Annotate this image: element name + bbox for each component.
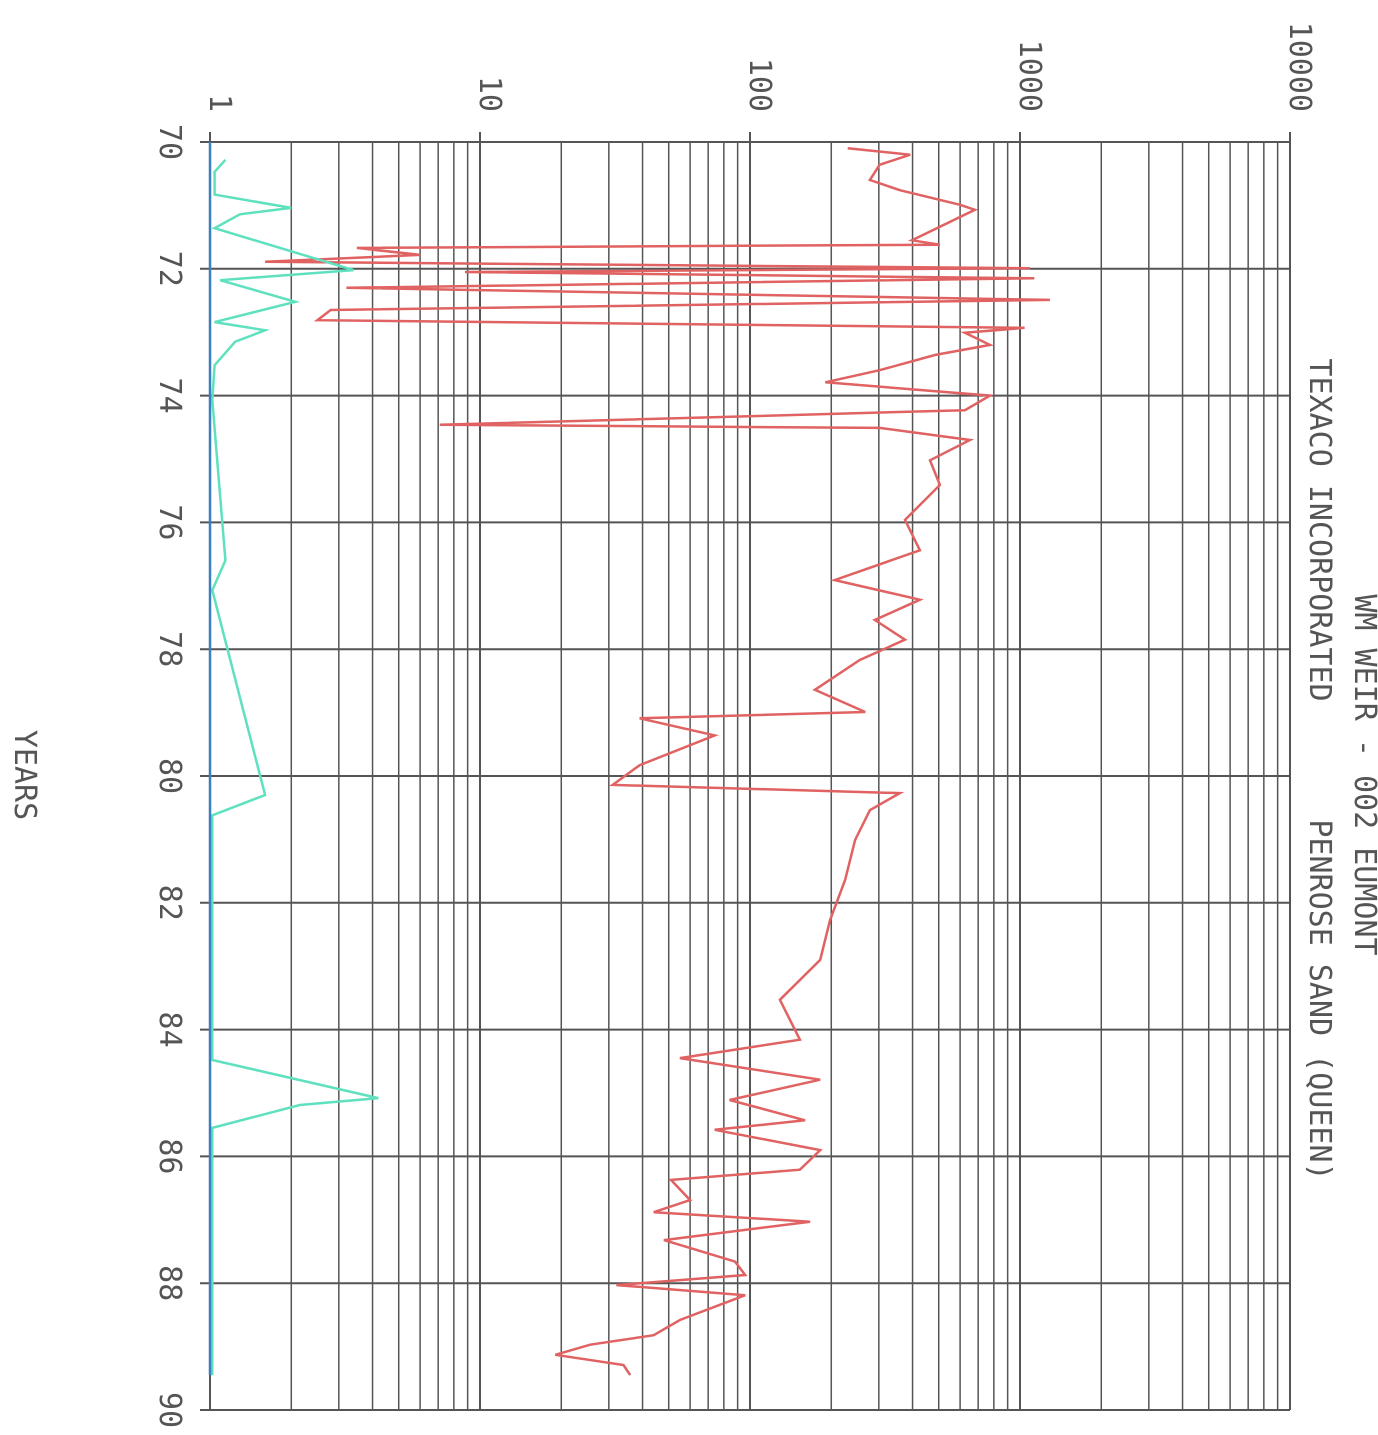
chart-subtitle: TEXACO INCORPORATED [1302, 358, 1337, 701]
chart-subtitle: PENROSE SAND (QUEEN) [1302, 819, 1337, 1180]
x-tick-label: 86 [152, 1138, 187, 1174]
y-tick-label: 1000 [1012, 40, 1047, 112]
data-line [265, 147, 1050, 1376]
x-tick-label: 72 [152, 251, 187, 287]
chart-title: WM WEIR - 002 EUMONT [1347, 594, 1378, 955]
x-tick-label: 84 [152, 1012, 187, 1048]
x-tick-label: 80 [152, 758, 187, 794]
x-tick-label: 82 [152, 885, 187, 921]
y-tick-label: 100 [742, 58, 777, 112]
x-axis-label: YEARS [7, 730, 42, 820]
x-tick-label: 88 [152, 1265, 187, 1301]
x-tick-label: 90 [152, 1392, 187, 1428]
x-tick-label: 76 [152, 504, 187, 540]
x-tick-label: 74 [152, 378, 187, 414]
y-tick-label: 10 [472, 76, 507, 112]
data-line [210, 158, 379, 1376]
y-tick-label: 1 [202, 94, 237, 112]
y-tick-label: 10000 [1282, 22, 1317, 112]
x-tick-label: 70 [152, 124, 187, 160]
x-tick-label: 78 [152, 631, 187, 667]
